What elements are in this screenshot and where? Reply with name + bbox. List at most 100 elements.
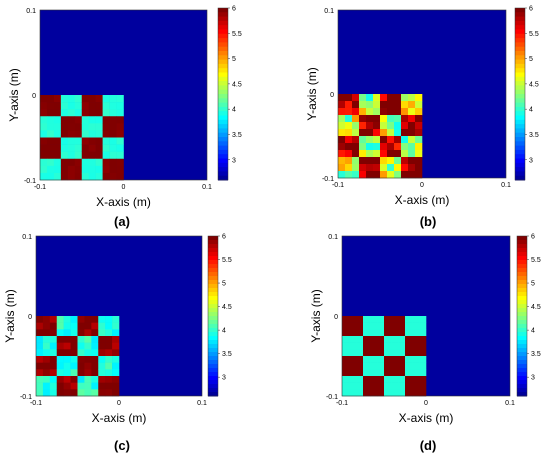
heatmap-cell [380,164,388,172]
colorbar-tick-label: 4.5 [529,81,539,88]
colorbar-segment [218,94,228,99]
heatmap-cell [380,150,388,158]
heatmap-cell [380,136,388,144]
heatmap-cell [95,123,103,131]
heatmap-cell [116,137,124,145]
heatmap-cell [366,129,374,137]
heatmap-cell [63,316,71,323]
heatmap-cell [363,336,371,343]
panel-label: (a) [114,214,130,229]
heatmap-cell [359,115,367,123]
heatmap-cell [342,382,350,390]
heatmap-cell [70,369,78,377]
colorbar-segment [218,68,228,73]
heatmap-cell [116,123,124,131]
heatmap-cell [349,322,357,330]
heatmap-cell [408,171,416,179]
heatmap-cell [84,382,92,390]
colorbar-tick-label: 4 [222,328,226,335]
heatmap-cell [74,144,83,152]
colorbar-segment [218,154,228,159]
colorbar-segment [517,292,527,297]
colorbar-segment [515,145,525,151]
heatmap-cell [84,349,92,357]
heatmap-cell [40,137,48,145]
heatmap-cell [42,349,51,357]
colorbar-segment [517,300,527,305]
heatmap-cell [349,329,357,337]
colorbar-frame [217,7,229,181]
heatmap-cell [384,389,392,397]
y-axis-label: Y-axis (m) [7,68,21,122]
heatmap-cell [377,322,385,330]
heatmap-cell [67,116,76,124]
heatmap-cell [405,342,413,350]
colorbar-segment [218,141,228,147]
colorbar-tick-label: 5.5 [232,31,242,38]
colorbar-segment [517,336,527,341]
heatmap-cell [384,362,392,370]
heatmap-cell [405,376,413,383]
heatmap-cell [102,123,110,131]
heatmap-cell [105,382,113,390]
colorbar-segment [515,149,525,155]
axes-frame [39,9,208,181]
panel-4: -0.1 0 0.1 0.1 0 -0.1 X-axis (m) Y-axis (m) 6 5.5… [309,234,541,454]
heatmap-cell [77,356,85,363]
heatmap-cell [36,376,44,383]
heatmap-cell [342,369,350,377]
heatmap-cell [356,362,364,370]
heatmap-cell [67,123,76,131]
heatmap-cell [398,322,406,330]
heatmap-cell [394,101,402,109]
colorbar-segment [218,76,228,82]
heatmap-cell [67,144,76,152]
heatmap-cell [415,157,423,165]
heatmap-cell [112,362,120,370]
heatmap-cell [394,164,402,172]
heatmap-cell [377,376,385,383]
heatmap-cell [391,389,399,397]
heatmap-cell [98,322,106,330]
heatmap-cell [391,382,399,390]
heatmap-cell [387,164,395,172]
colorbar-segment [218,167,228,172]
heatmap-cell [53,158,62,167]
heatmap-cell [408,101,416,109]
heatmap-cell [105,342,113,350]
colorbar-tick-label: 4.5 [232,81,242,88]
heatmap-cell [352,115,360,123]
x-tick-label: -0.1 [332,182,344,189]
heatmap-cell [419,362,427,370]
heatmap-cell [70,342,78,350]
colorbar-segment [515,175,525,181]
colorbar-segment [517,276,527,281]
heatmap-cell [373,122,381,130]
colorbar-segment [218,111,228,116]
heatmap-cell [63,336,71,343]
heatmap-cell [91,356,99,363]
heatmap-cell [67,151,76,160]
colorbar-segment [218,20,228,26]
colorbar-segment [208,320,218,325]
heatmap-cell [88,116,96,124]
heatmap-cell [88,130,96,138]
heatmap-cell [60,158,69,167]
heatmap-cell [387,108,395,116]
colorbar-segment [208,336,218,341]
heatmap-cell [74,158,83,167]
heatmap-cell [366,150,374,158]
heatmap-cell [63,369,71,377]
colorbar-tick-label: 3.5 [222,351,232,358]
colorbar-segment [515,12,525,18]
heatmap-cell [88,137,96,145]
heatmap-cell [81,130,90,138]
colorbar-tick-label: 5 [531,281,535,288]
colorbar-segment [208,292,218,297]
colorbar-segment [515,162,525,168]
heatmap-cell [88,144,96,152]
colorbar-segment [208,332,218,337]
y-tick-label: -0.1 [326,394,338,401]
heatmap-cell [42,376,51,383]
colorbar-segment [517,280,527,285]
